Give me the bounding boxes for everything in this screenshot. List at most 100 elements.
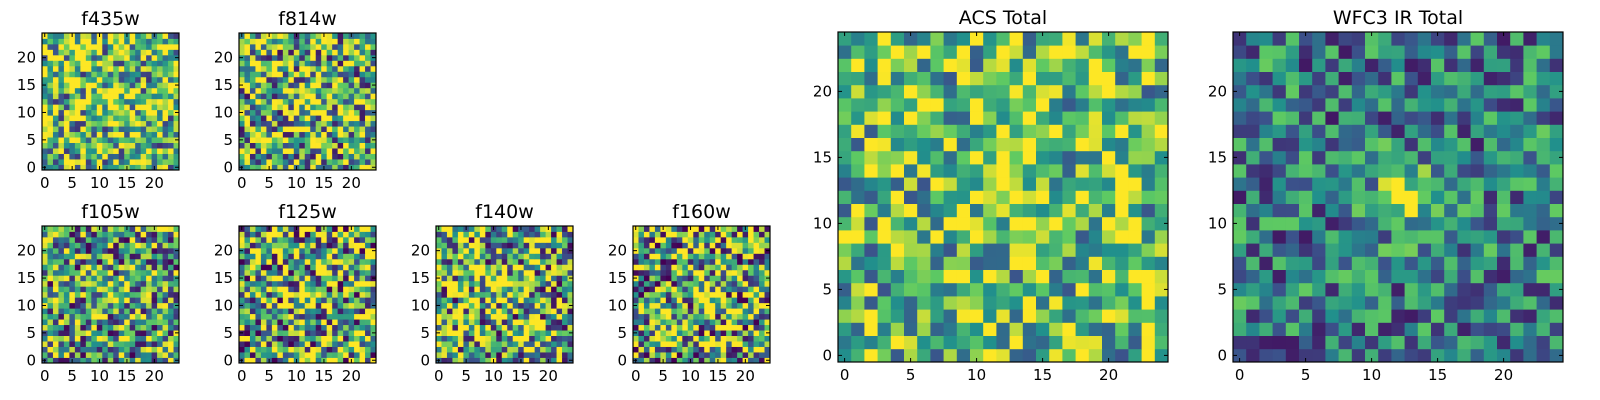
heatmap-cell — [282, 49, 289, 56]
heatmap-cell — [737, 346, 743, 353]
heatmap-cell — [365, 275, 371, 282]
x-tick-label: 5 — [67, 367, 77, 385]
heatmap-cell — [74, 54, 81, 61]
heatmap-cell — [709, 302, 716, 309]
heatmap-cell — [676, 297, 683, 304]
heatmap-cell — [759, 302, 765, 309]
heatmap-cell — [359, 43, 366, 50]
heatmap-cell — [244, 226, 251, 232]
heatmap-cell — [74, 352, 81, 358]
heatmap-cell — [326, 104, 333, 111]
heatmap-cell — [304, 242, 311, 249]
heatmap-cell — [649, 302, 656, 309]
heatmap-cell — [91, 126, 98, 133]
heatmap-cell — [529, 346, 536, 353]
heatmap-cell — [1457, 282, 1471, 297]
heatmap-cell — [562, 352, 568, 358]
heatmap-cell — [1272, 243, 1287, 257]
heatmap-cell — [146, 43, 152, 50]
heatmap-cell — [173, 126, 180, 133]
heatmap-cell — [140, 98, 147, 105]
heatmap-cell — [1154, 84, 1169, 99]
y-tick-label: 10 — [608, 296, 627, 314]
heatmap-cell — [764, 280, 771, 287]
heatmap-cell — [1272, 177, 1287, 191]
heatmap-cell — [709, 269, 716, 276]
heatmap-cell — [1115, 309, 1129, 323]
heatmap-cell — [983, 203, 997, 218]
heatmap-cell — [85, 313, 92, 320]
heatmap-cell — [1128, 256, 1142, 270]
heatmap-cell — [129, 76, 136, 83]
heatmap-cell — [682, 253, 689, 260]
heatmap-cell — [326, 82, 333, 89]
heatmap-cell — [288, 357, 295, 364]
heatmap-cell — [649, 258, 656, 265]
heatmap-cell — [726, 236, 733, 243]
heatmap-cell — [135, 269, 142, 276]
heatmap-cell — [74, 319, 81, 326]
heatmap-cell — [69, 231, 76, 238]
heatmap-cell — [271, 247, 278, 254]
heatmap-cell — [255, 159, 262, 165]
heatmap-cell — [343, 258, 349, 265]
heatmap-cell — [671, 258, 678, 265]
heatmap-cell — [1022, 71, 1037, 86]
heatmap-cell — [249, 65, 256, 72]
heatmap-cell — [930, 335, 944, 350]
heatmap-cell — [983, 150, 997, 165]
heatmap-cell — [638, 297, 645, 304]
heatmap-cell — [107, 71, 114, 78]
heatmap-cell — [1523, 203, 1537, 218]
heatmap-cell — [80, 137, 87, 143]
heatmap-cell — [474, 231, 481, 238]
heatmap-cell — [315, 302, 322, 309]
heatmap-cell — [80, 153, 87, 160]
heatmap-cell — [244, 242, 251, 249]
heatmap-cell — [1431, 177, 1445, 191]
heatmap-cell — [69, 264, 76, 271]
heatmap-cell — [113, 264, 120, 271]
heatmap-cell — [337, 231, 344, 238]
heatmap-cell — [1128, 58, 1142, 72]
heatmap-cell — [260, 275, 267, 282]
heatmap-cell — [518, 236, 525, 243]
heatmap-cell — [838, 177, 852, 191]
heatmap-cell — [851, 137, 865, 152]
heatmap-cell — [943, 216, 958, 231]
heatmap-cell — [288, 264, 295, 271]
heatmap-cell — [1431, 282, 1445, 297]
heatmap-cell — [1128, 243, 1142, 257]
heatmap-cell — [63, 137, 70, 143]
heatmap-cell — [118, 264, 125, 271]
heatmap-cell — [162, 291, 169, 298]
heatmap-cell — [332, 148, 339, 154]
heatmap-cell — [633, 286, 639, 293]
heatmap-cell — [709, 357, 716, 364]
heatmap-cell — [277, 308, 284, 315]
heatmap-cell — [1312, 348, 1326, 363]
heatmap-cell — [118, 335, 125, 342]
heatmap-cell — [304, 226, 311, 232]
heatmap-cell — [337, 49, 344, 56]
heatmap-cell — [310, 247, 317, 254]
heatmap-cell — [665, 269, 672, 276]
heatmap-cell — [956, 58, 971, 72]
heatmap-cell — [162, 313, 169, 320]
heatmap-cell — [1483, 230, 1498, 244]
heatmap-cell — [63, 109, 70, 116]
y-tick-label: 5 — [223, 131, 233, 149]
heatmap-cell — [983, 124, 997, 138]
heatmap-cell — [129, 341, 136, 347]
heatmap-cell — [904, 150, 918, 165]
heatmap-cell — [698, 352, 705, 358]
heatmap-cell — [917, 322, 931, 336]
heatmap-cell — [96, 297, 103, 304]
heatmap-cell — [1431, 230, 1445, 244]
heatmap-cell — [759, 357, 765, 364]
heatmap-cell — [91, 65, 98, 72]
heatmap-cell — [523, 335, 530, 342]
heatmap-cell — [266, 148, 273, 154]
heatmap-cell — [326, 286, 333, 293]
heatmap-cell — [983, 282, 997, 297]
